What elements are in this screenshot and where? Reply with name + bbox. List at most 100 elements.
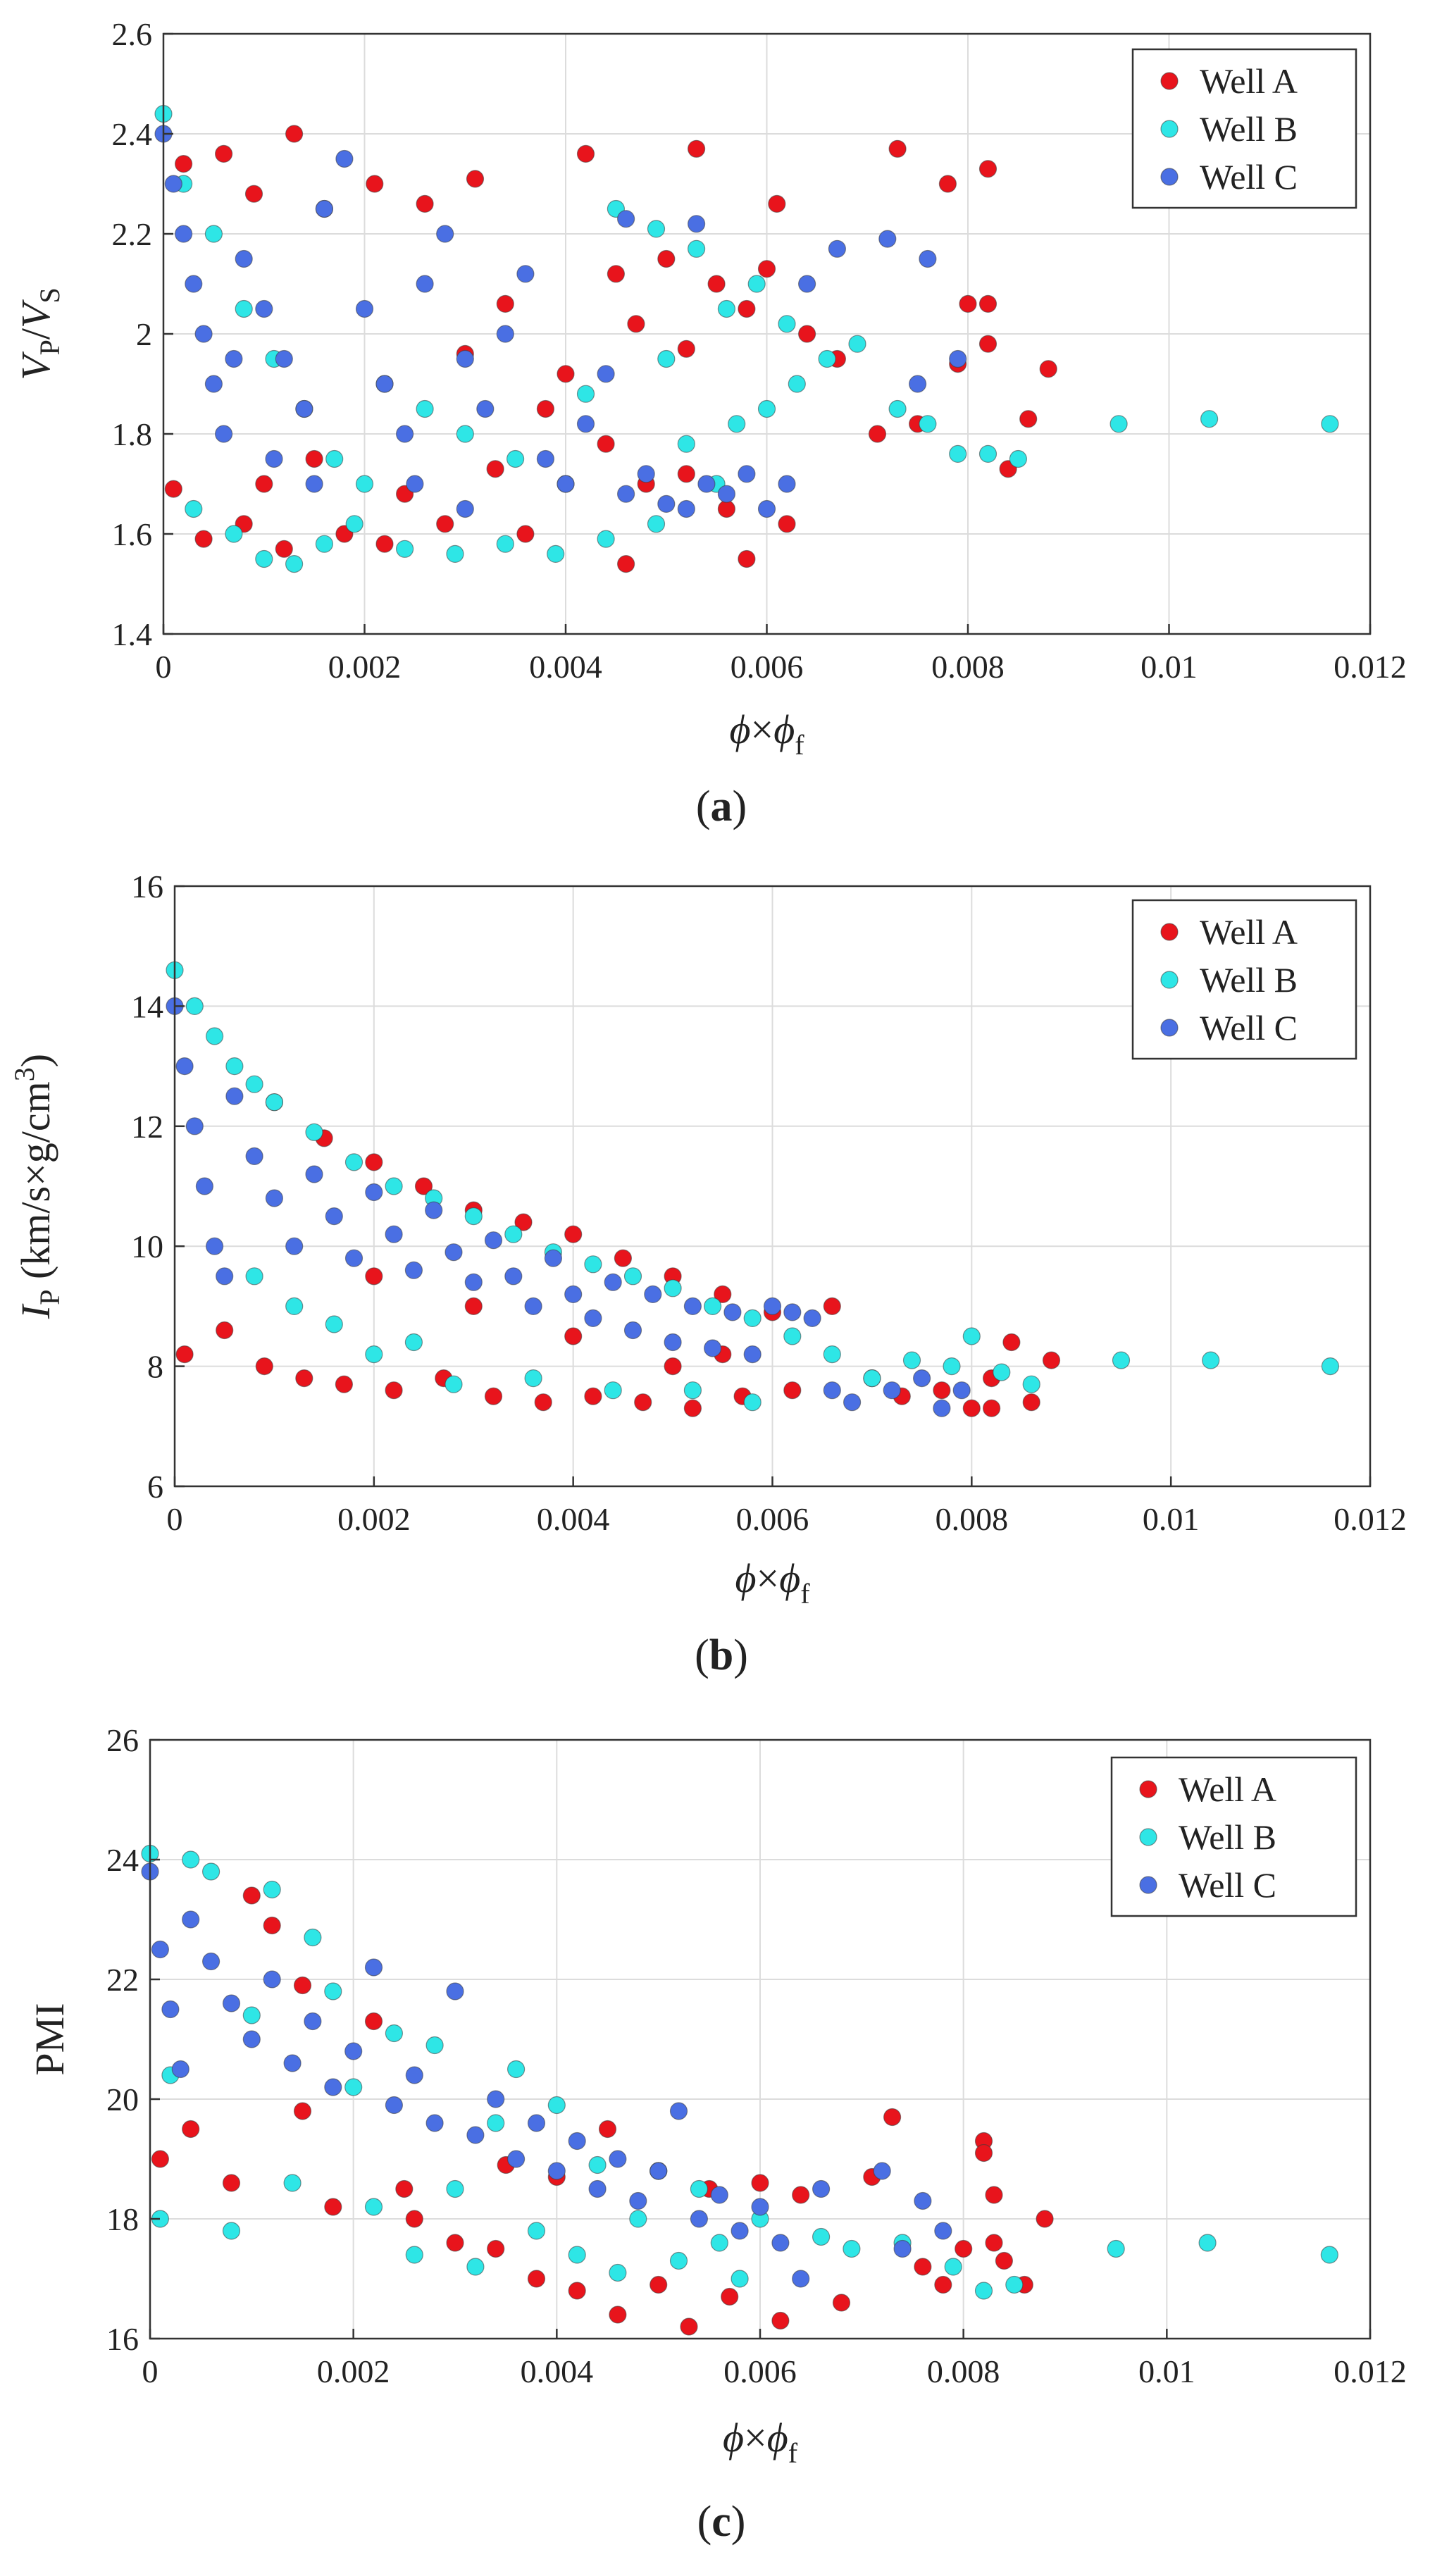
point-well-b: [623, 1267, 642, 1286]
point-well-c: [466, 2126, 485, 2144]
point-well-c: [324, 2078, 342, 2096]
point-well-b: [185, 499, 203, 518]
point-well-b: [717, 299, 736, 318]
x-tick-label: 0.002: [317, 2353, 390, 2389]
point-well-c: [487, 2090, 505, 2108]
point-well-c: [335, 149, 354, 168]
point-well-c: [757, 499, 776, 518]
point-well-b: [204, 225, 223, 243]
point-well-b: [355, 475, 374, 493]
chart-panel-3: 0 0.002 0.004 0.006 0.008 0.01 0.012 16 18 20 22 24…: [27, 1722, 1407, 2546]
point-well-a: [584, 1387, 602, 1405]
point-well-a: [955, 2239, 973, 2258]
x-tick-label: 0.004: [529, 649, 602, 685]
legend: Well A Well B Well C: [1110, 1756, 1357, 1917]
point-well-b: [405, 2246, 423, 2264]
point-well-b: [888, 399, 907, 418]
x-tick-label: 0: [167, 1501, 183, 1537]
point-well-b: [978, 444, 997, 463]
point-well-c: [506, 2150, 526, 2168]
point-well-c: [305, 475, 323, 493]
legend-marker: [1139, 1828, 1157, 1846]
point-well-c: [385, 1225, 403, 1243]
y-tick-label: 1.6: [112, 516, 153, 552]
point-well-a: [1039, 360, 1057, 378]
point-well-b: [664, 1279, 682, 1298]
point-well-a: [527, 2270, 546, 2288]
point-well-a: [609, 2306, 627, 2324]
point-well-b: [863, 1369, 881, 1388]
point-well-b: [325, 1315, 343, 1333]
x-tick-label: 0.004: [537, 1501, 610, 1537]
point-well-b: [395, 540, 414, 558]
point-well-c: [547, 2162, 566, 2180]
point-well-a: [978, 335, 997, 353]
point-well-c: [484, 1231, 503, 1250]
point-well-a: [614, 1249, 633, 1267]
point-well-a: [959, 294, 977, 313]
point-well-b: [325, 449, 344, 468]
point-well-c: [524, 1297, 542, 1316]
chart-panel-1: 0 0.002 0.004 0.006 0.008 0.01 0.012 1.4 1.6 1.8 2…: [13, 16, 1407, 830]
point-well-c: [823, 1381, 841, 1400]
point-well-c: [912, 1369, 931, 1388]
y-tick-label: 12: [131, 1109, 163, 1145]
point-well-c: [893, 2239, 912, 2258]
point-well-a: [978, 294, 997, 313]
point-well-a: [464, 1297, 483, 1316]
point-well-a: [242, 1886, 261, 1905]
point-well-c: [710, 2186, 728, 2204]
point-well-b: [843, 2239, 861, 2258]
point-well-b: [222, 2222, 241, 2240]
point-well-c: [436, 225, 454, 243]
point-well-a: [914, 2258, 932, 2276]
point-well-c: [557, 475, 575, 493]
point-well-c: [878, 230, 897, 248]
point-well-c: [202, 1952, 220, 1971]
point-well-b: [1200, 410, 1219, 428]
point-well-c: [164, 175, 182, 193]
point-well-c: [683, 1297, 702, 1316]
point-well-b: [506, 449, 525, 468]
point-well-c: [803, 1309, 821, 1328]
point-well-c: [504, 1267, 523, 1286]
point-well-a: [597, 435, 615, 453]
point-well-c: [812, 2179, 831, 2198]
point-well-a: [175, 1345, 194, 1364]
point-well-b: [949, 444, 967, 463]
point-well-c: [843, 1393, 862, 1412]
point-well-c: [425, 2114, 444, 2132]
point-well-a: [868, 425, 887, 443]
point-well-c: [395, 425, 414, 443]
point-well-b: [255, 549, 273, 568]
point-well-a: [215, 144, 233, 163]
point-well-c: [355, 299, 374, 318]
point-well-c: [576, 415, 595, 433]
point-well-b: [245, 1075, 263, 1093]
point-well-a: [446, 2234, 464, 2252]
point-well-c: [216, 1267, 234, 1286]
point-well-c: [588, 2179, 607, 2198]
point-well-c: [933, 1399, 951, 1417]
point-well-b: [687, 239, 706, 258]
point-well-c: [185, 275, 203, 293]
point-well-a: [721, 2287, 739, 2306]
y-tick-label: 18: [106, 2201, 139, 2237]
point-well-c: [175, 1057, 194, 1076]
point-well-c: [285, 1237, 304, 1255]
y-tick-label: 22: [106, 1962, 139, 1998]
point-well-b: [416, 399, 434, 418]
point-well-a: [792, 2186, 810, 2204]
point-well-b: [757, 399, 776, 418]
point-well-b: [902, 1351, 921, 1369]
point-well-b: [547, 2096, 566, 2115]
point-well-a: [364, 2012, 383, 2031]
point-well-b: [425, 2036, 444, 2055]
panel-label: (b): [695, 1631, 748, 1679]
point-well-b: [385, 1177, 403, 1195]
point-well-a: [649, 2275, 668, 2294]
point-well-a: [395, 2179, 414, 2198]
point-well-b: [747, 275, 766, 293]
point-well-b: [647, 515, 666, 533]
y-tick-label: 20: [106, 2082, 139, 2117]
